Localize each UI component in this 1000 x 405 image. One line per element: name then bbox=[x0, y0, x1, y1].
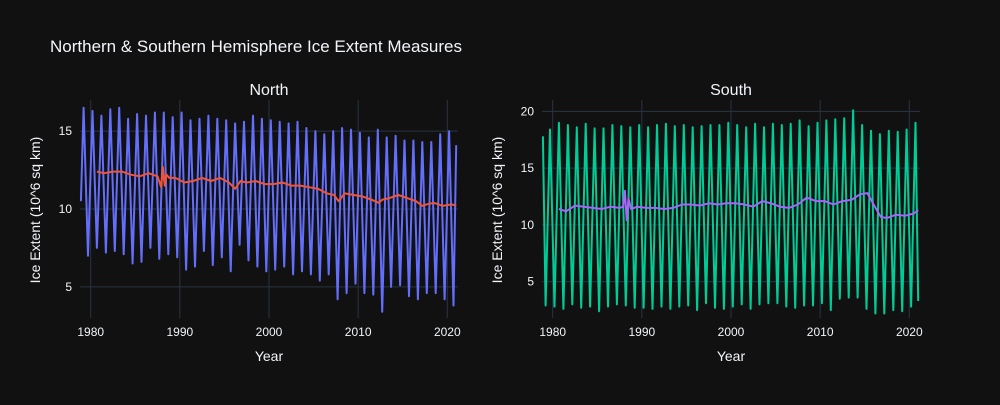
south-annual-series-line bbox=[558, 189, 919, 222]
south-x-tick-label: 2000 bbox=[718, 325, 745, 339]
south-series-group bbox=[541, 109, 920, 315]
north-subplot-title: North bbox=[249, 82, 288, 99]
north-tick-labels: 1980 1990 2000 2010 2020 5 10 15 bbox=[59, 124, 461, 339]
south-x-tick-label: 2020 bbox=[896, 325, 923, 339]
south-subplot: South 1980 1990 2000 2010 2020 5 10 15 20 Year I… bbox=[489, 82, 923, 364]
south-x-tick-label: 1980 bbox=[539, 325, 566, 339]
south-tick-labels: 1980 1990 2000 2010 2020 5 10 15 20 bbox=[521, 104, 923, 339]
north-y-axis-label: Ice Extent (10^6 sq km) bbox=[27, 137, 43, 284]
south-y-tick-label: 5 bbox=[527, 275, 534, 289]
north-y-tick-label: 5 bbox=[65, 280, 72, 294]
north-x-tick-label: 1990 bbox=[166, 325, 193, 339]
south-y-axis-label: Ice Extent (10^6 sq km) bbox=[489, 137, 505, 284]
north-x-tick-label: 1980 bbox=[77, 325, 104, 339]
south-y-tick-label: 20 bbox=[521, 104, 535, 118]
south-y-tick-label: 15 bbox=[521, 161, 535, 175]
north-x-tick-label: 2010 bbox=[345, 325, 372, 339]
north-subplot: North 1980 1990 2000 2010 2020 5 10 15 Year Ice… bbox=[27, 82, 461, 364]
south-y-tick-label: 10 bbox=[521, 218, 535, 232]
north-y-tick-label: 15 bbox=[59, 124, 73, 138]
south-x-axis-label: Year bbox=[717, 348, 746, 364]
south-x-tick-label: 1990 bbox=[628, 325, 655, 339]
south-monthly-series-line bbox=[541, 109, 920, 315]
south-x-tick-label: 2010 bbox=[807, 325, 834, 339]
figure-title: Northern & Southern Hemisphere Ice Exten… bbox=[50, 37, 462, 56]
north-x-tick-label: 2000 bbox=[256, 325, 283, 339]
south-subplot-title: South bbox=[710, 82, 752, 99]
north-series-group bbox=[79, 106, 458, 313]
north-y-tick-label: 10 bbox=[59, 202, 73, 216]
north-monthly-series-line bbox=[79, 106, 458, 313]
north-x-axis-label: Year bbox=[255, 348, 284, 364]
north-annual-series-line bbox=[96, 166, 457, 207]
north-x-tick-label: 2020 bbox=[434, 325, 461, 339]
